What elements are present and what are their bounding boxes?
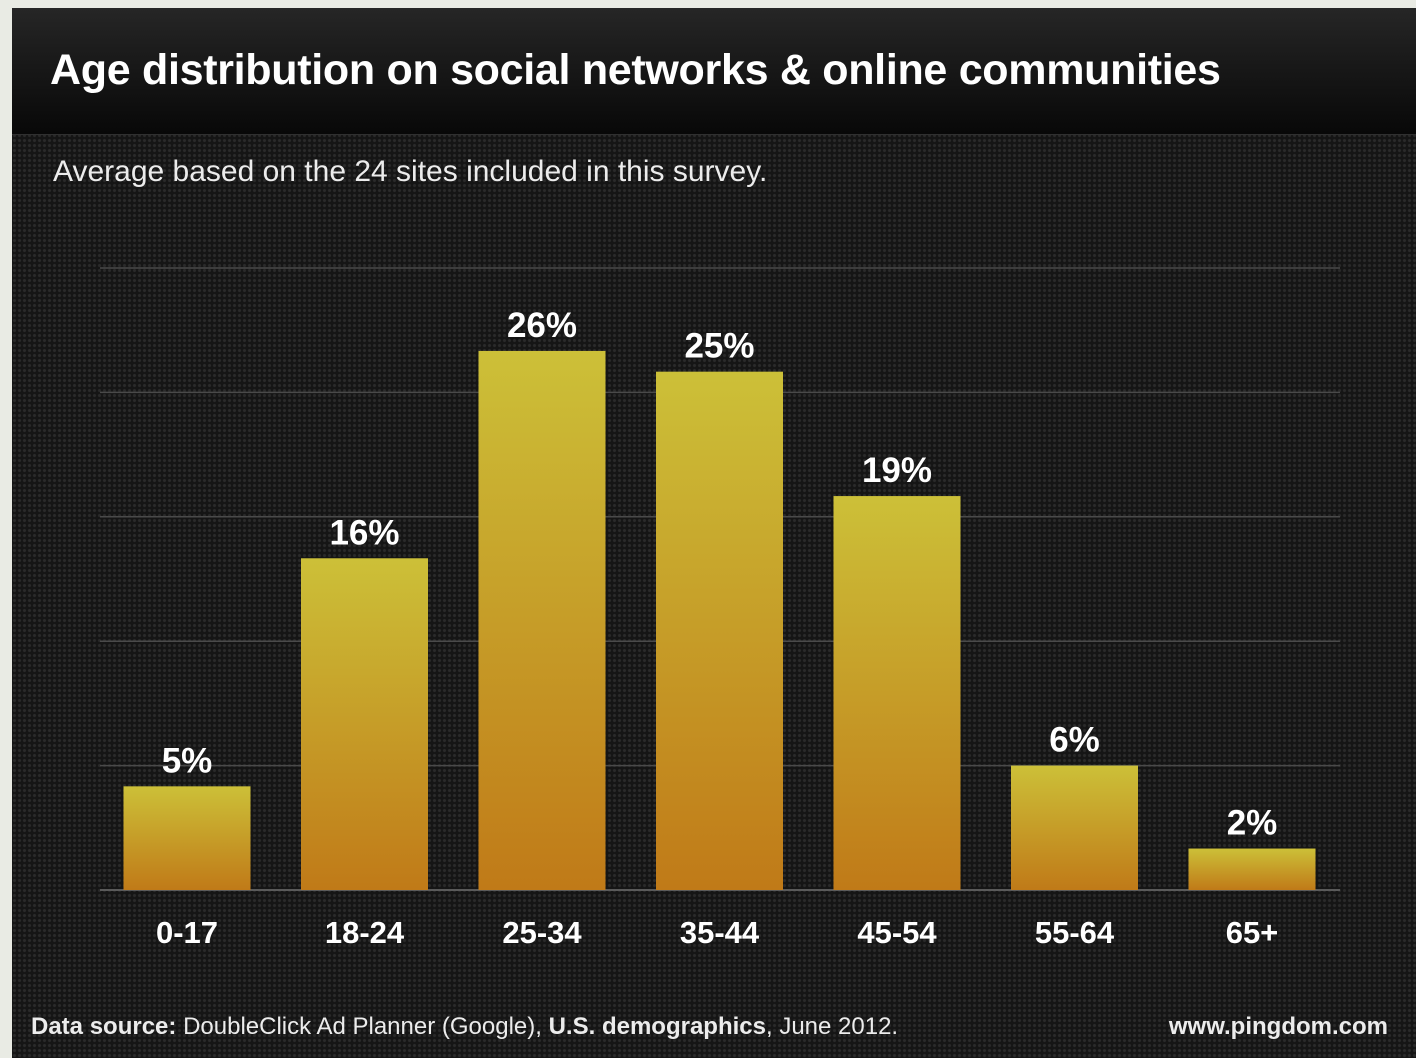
data-label: 6% (1049, 721, 1100, 760)
bar-25-34 (478, 350, 606, 890)
bar-55-64 (1011, 765, 1138, 890)
data-label: 5% (162, 741, 213, 780)
data-label: 26% (507, 306, 577, 345)
data-label: 2% (1227, 804, 1278, 843)
value-labels: 5% 16% 26% 25% 19% 6% 2% (162, 306, 1278, 843)
source-date: , June 2012. (765, 1013, 899, 1040)
x-tick-label: 18-24 (325, 915, 405, 950)
source-label: Data source: (31, 1013, 177, 1040)
x-tick-label: 35-44 (680, 915, 760, 950)
bar-45-54 (833, 496, 961, 890)
chart-title: Age distribution on social networks & on… (50, 46, 1221, 94)
bars (123, 350, 1316, 891)
x-tick-label: 45-54 (857, 915, 937, 950)
bar-18-24 (301, 558, 428, 890)
data-source: Data source: DoubleClick Ad Planner (Goo… (31, 1013, 898, 1041)
bar-0-17 (123, 786, 251, 890)
website-link[interactable]: www.pingdom.com (1168, 1013, 1388, 1040)
bar-35-44 (656, 371, 783, 891)
bar-65+ (1188, 848, 1316, 890)
x-tick-label: 25-34 (502, 915, 582, 950)
title-bar: Age distribution on social networks & on… (12, 8, 1416, 135)
demographics-label: U.S. demographics (548, 1013, 766, 1040)
x-axis-labels: 0-17 18-24 25-34 35-44 45-54 55-64 65+ (156, 915, 1278, 950)
x-tick-label: 0-17 (156, 915, 218, 950)
x-tick-label: 55-64 (1035, 915, 1115, 950)
source-name: DoubleClick Ad Planner (Google), (183, 1013, 542, 1040)
data-label: 25% (684, 327, 754, 366)
x-tick-label: 65+ (1226, 915, 1279, 950)
data-label: 19% (862, 451, 932, 490)
data-label: 16% (329, 513, 399, 552)
chart-subtitle: Average based on the 24 sites included i… (53, 155, 768, 188)
